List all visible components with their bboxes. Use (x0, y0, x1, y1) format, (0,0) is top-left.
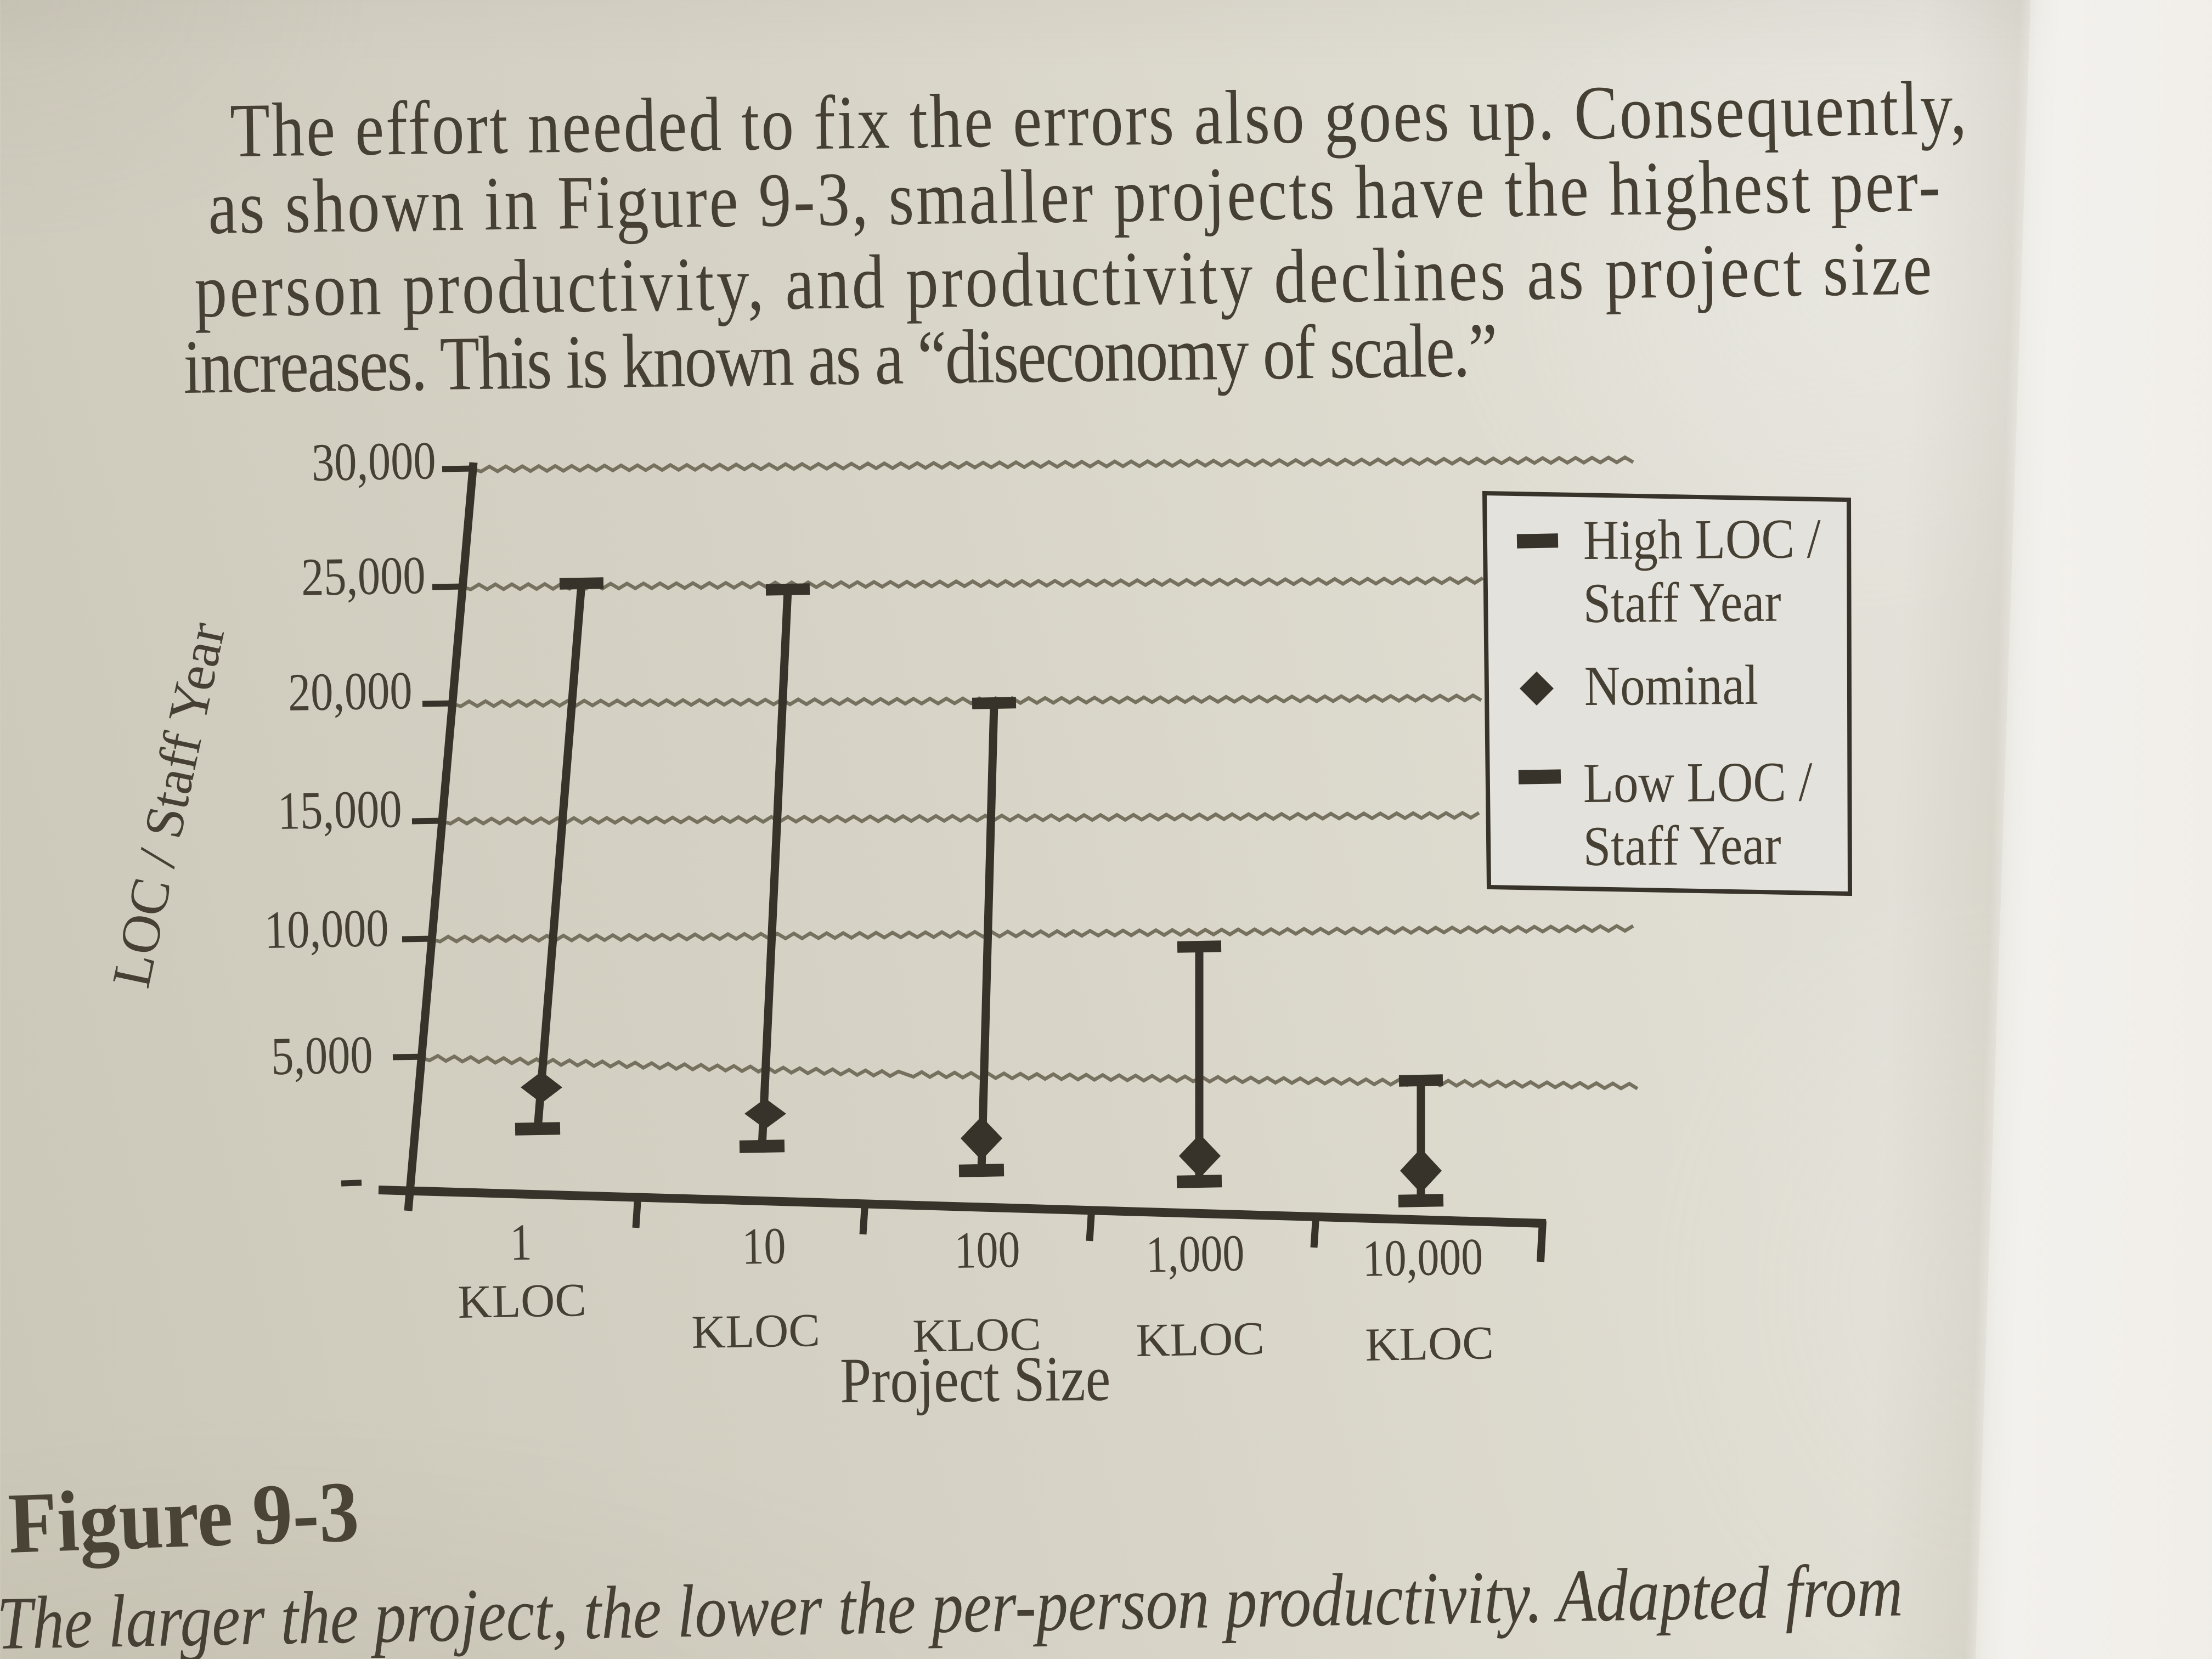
svg-text:10,000: 10,000 (1362, 1228, 1483, 1288)
svg-text:5,000: 5,000 (270, 1024, 373, 1086)
svg-text:10: 10 (742, 1217, 787, 1275)
svg-text:KLOC: KLOC (1365, 1316, 1494, 1371)
svg-text:Staff Year: Staff Year (1583, 814, 1781, 877)
svg-text:1,000: 1,000 (1146, 1224, 1245, 1283)
svg-text:increases. This is known as a: increases. This is known as a “diseconom… (183, 308, 1498, 410)
svg-text:100: 100 (954, 1221, 1020, 1279)
svg-text:Project Size: Project Size (840, 1342, 1111, 1417)
svg-text:The larger the project, the lo: The larger the project, the lower the pe… (0, 1549, 1904, 1659)
svg-text:15,000: 15,000 (277, 778, 402, 840)
svg-text:20,000: 20,000 (287, 660, 413, 722)
svg-text:Figure 9-3: Figure 9-3 (7, 1463, 360, 1572)
svg-text:10,000: 10,000 (264, 898, 389, 960)
svg-text:KLOC: KLOC (691, 1304, 821, 1358)
svg-text:Nominal: Nominal (1584, 653, 1758, 717)
svg-text:KLOC: KLOC (1136, 1312, 1265, 1367)
svg-text:Staff Year: Staff Year (1583, 571, 1781, 634)
svg-text:High LOC /: High LOC / (1583, 507, 1821, 572)
svg-text:30,000: 30,000 (311, 430, 436, 492)
svg-text:1: 1 (510, 1213, 533, 1271)
svg-text:25,000: 25,000 (301, 545, 426, 607)
svg-text:KLOC: KLOC (912, 1307, 1042, 1362)
svg-text:LOC / Staff Year: LOC / Staff Year (100, 617, 237, 992)
svg-text:Low LOC /: Low LOC / (1583, 751, 1813, 815)
svg-text:KLOC: KLOC (458, 1273, 587, 1328)
